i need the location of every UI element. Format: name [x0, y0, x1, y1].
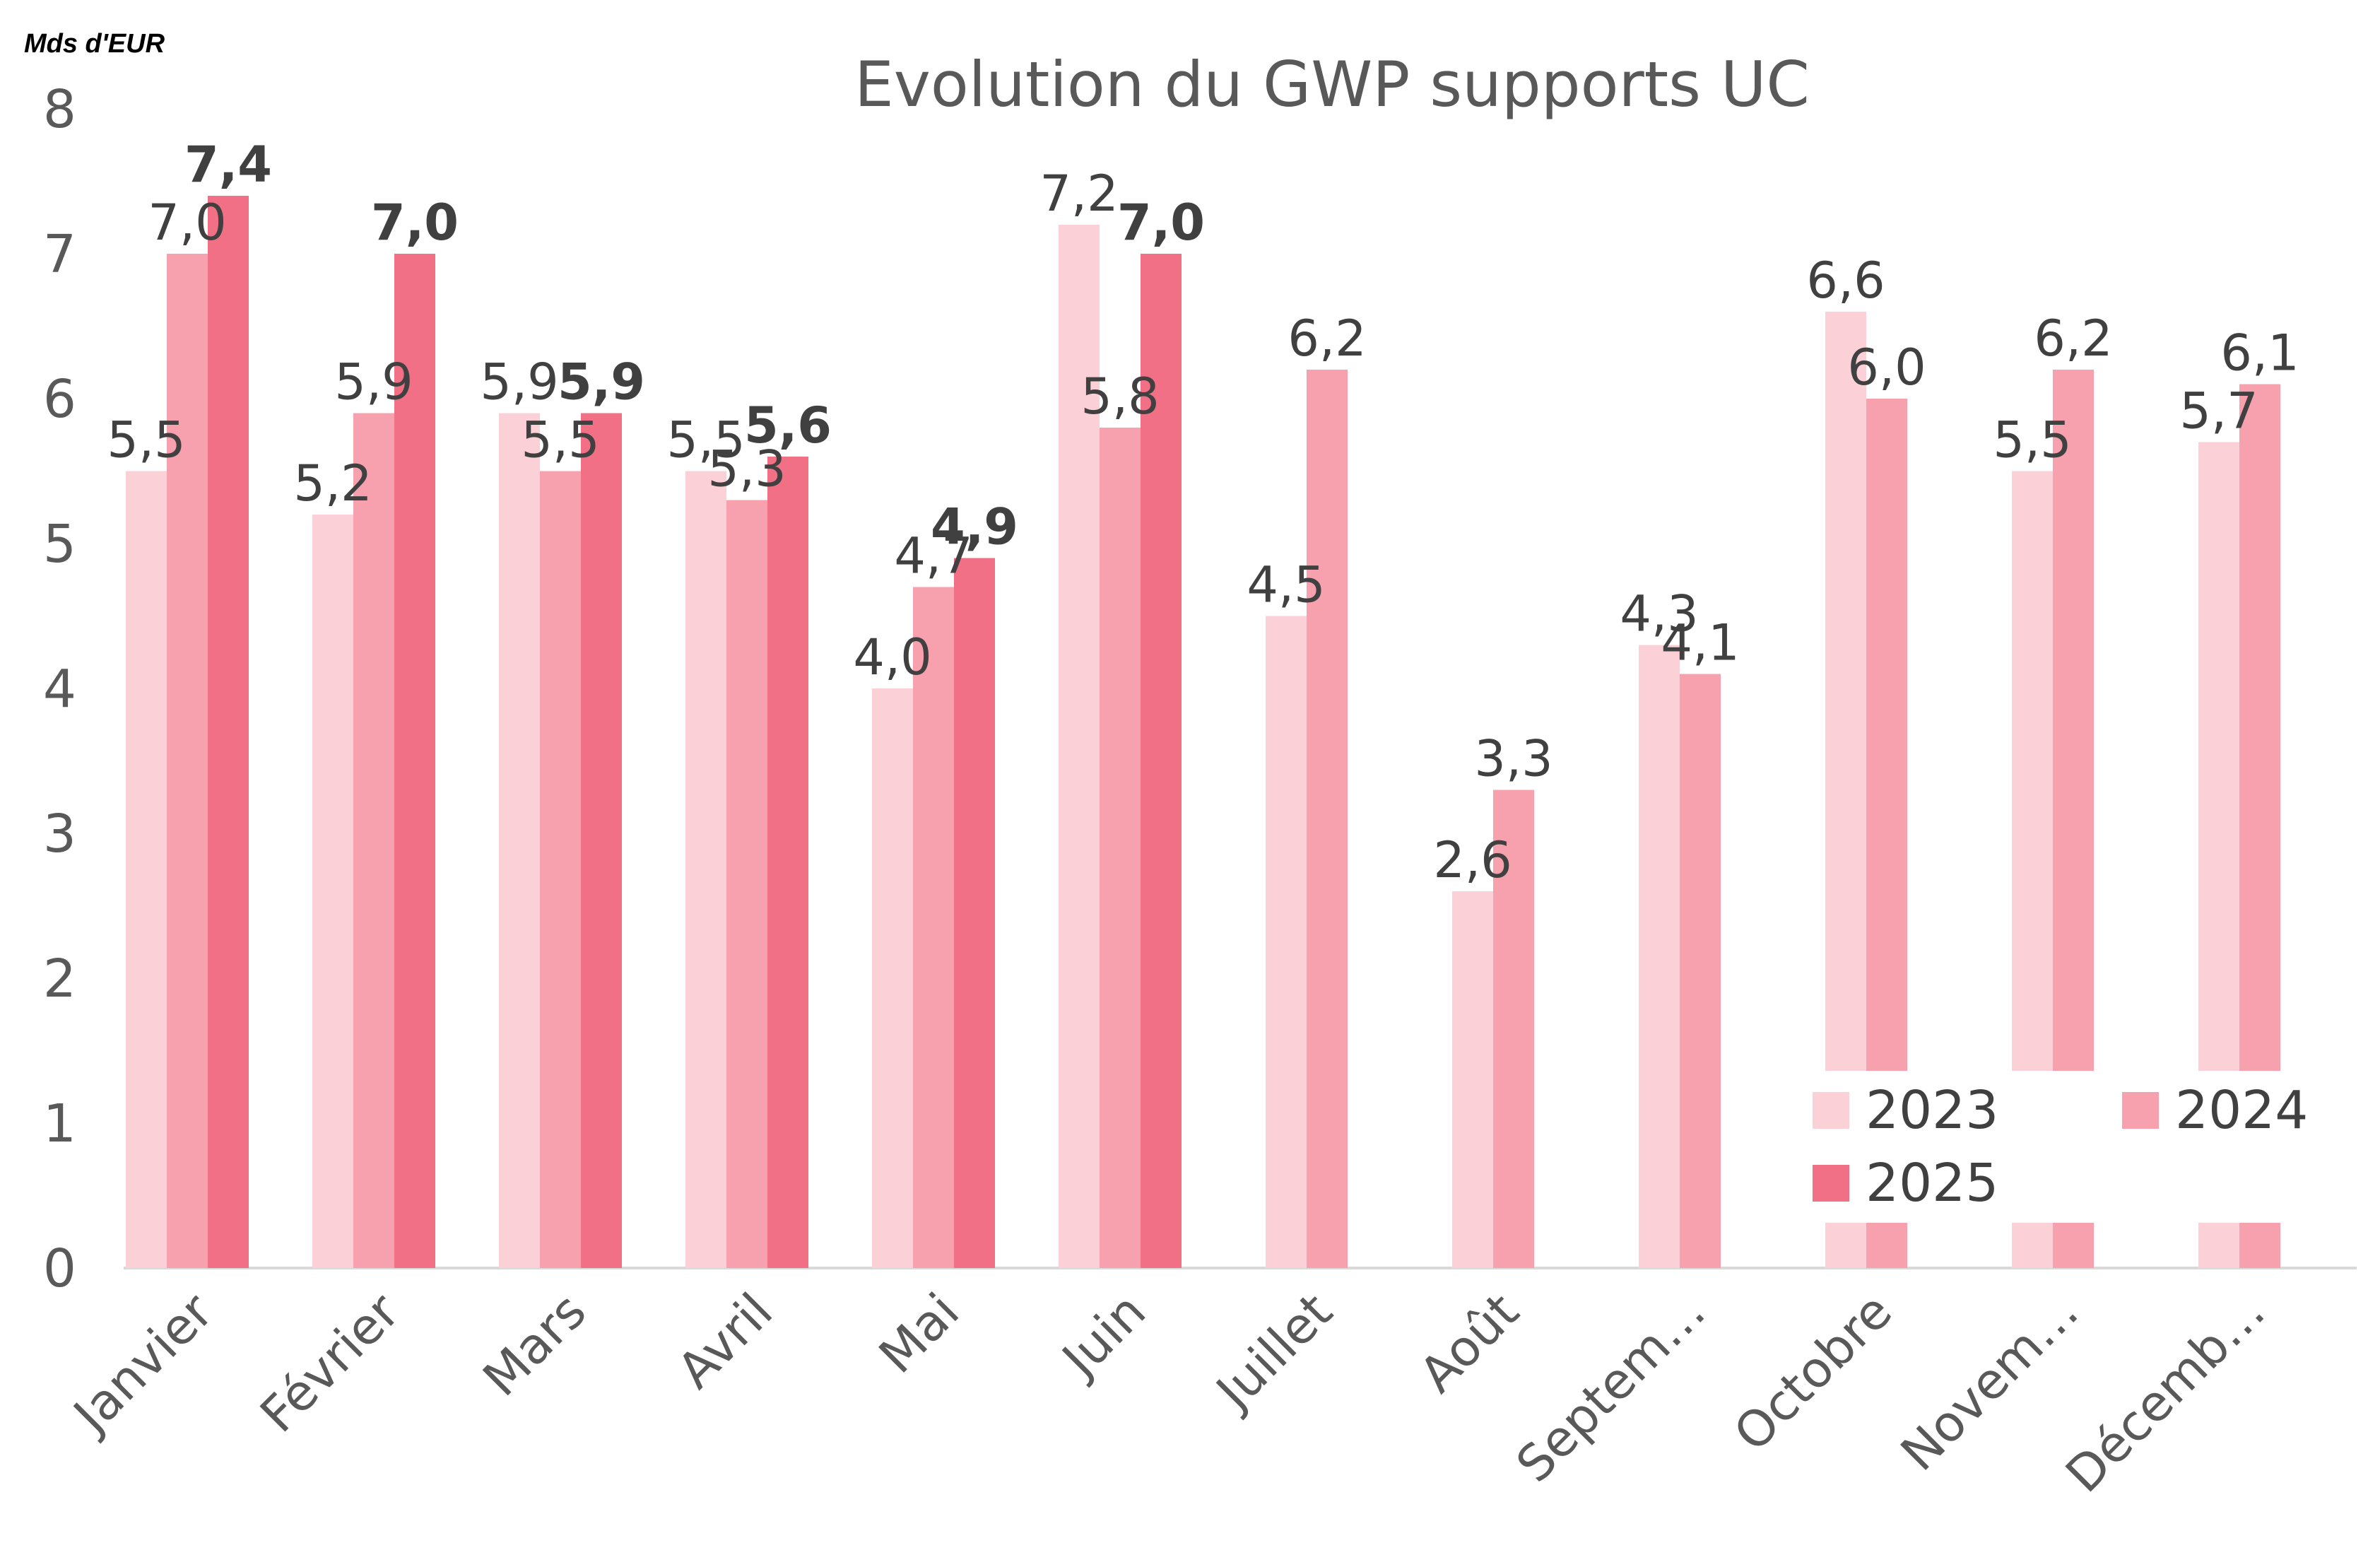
- bar-2025: [394, 254, 435, 1268]
- legend: 2023 2024 2025: [1781, 1071, 2325, 1223]
- data-label-2024: 6,0: [1847, 339, 1926, 397]
- unit-label: Mds d'EUR: [24, 29, 165, 59]
- y-tick-label: 8: [43, 79, 76, 140]
- bar-2023: [312, 515, 353, 1268]
- data-label-2025: 7,0: [1117, 194, 1205, 252]
- y-tick-label: 2: [43, 949, 76, 1009]
- y-tick-label: 0: [43, 1238, 76, 1299]
- y-tick-label: 7: [43, 224, 76, 285]
- bar-2023: [1639, 645, 1680, 1268]
- bar-2024: [1493, 790, 1534, 1268]
- data-label-2023: 7,2: [1039, 165, 1118, 223]
- data-label-2023: 5,5: [1993, 411, 2071, 469]
- data-label-2024: 5,8: [1080, 368, 1159, 426]
- x-tick-label: Mars: [472, 1282, 597, 1407]
- data-label-2023: 5,5: [107, 411, 185, 469]
- bar-2024: [1307, 370, 1348, 1268]
- legend-background: [1781, 1071, 2325, 1223]
- x-tick-label: Septem…: [1505, 1282, 1716, 1494]
- data-label-2023: 5,7: [2179, 382, 2258, 440]
- bar-2025: [581, 413, 622, 1268]
- x-tick-label: Novem…: [1890, 1282, 2090, 1482]
- x-tick-label: Août: [1408, 1282, 1530, 1404]
- bar-2024: [913, 587, 954, 1268]
- legend-label-2024: 2024: [2175, 1080, 2308, 1141]
- data-label-2023: 4,5: [1247, 556, 1325, 614]
- legend-label-2023: 2023: [1866, 1080, 1998, 1141]
- bar-2023: [685, 471, 726, 1268]
- data-label-2023: 2,6: [1433, 831, 1512, 889]
- data-label-2025: 5,6: [744, 397, 832, 454]
- legend-swatch-2025: [1813, 1165, 1849, 1202]
- bar-2024: [353, 413, 394, 1268]
- y-axis: 0 1 2 3 4 5 6 7 8: [43, 79, 76, 1299]
- bar-2023: [1266, 616, 1307, 1268]
- bar-2025: [767, 457, 808, 1268]
- bar-2024: [1100, 428, 1141, 1268]
- data-label-2025: 5,9: [558, 353, 645, 411]
- bar-2025: [208, 196, 249, 1268]
- data-label-2024: 4,7: [894, 527, 972, 585]
- data-label-2025: 7,0: [371, 194, 459, 252]
- data-label-2023: 5,2: [293, 454, 372, 512]
- x-tick-label: Juin: [1049, 1282, 1157, 1390]
- legend-swatch-2023: [1813, 1092, 1849, 1129]
- y-tick-label: 3: [43, 804, 76, 864]
- x-tick-label: Juillet: [1203, 1282, 1343, 1422]
- bar-2023: [499, 413, 540, 1268]
- bar-2023: [1452, 891, 1493, 1268]
- bar-2024: [540, 471, 581, 1268]
- data-labels: 5,57,07,45,25,97,05,95,55,95,55,35,64,04…: [107, 136, 2299, 889]
- bar-2025: [1141, 254, 1182, 1268]
- bar-2024: [1680, 674, 1721, 1268]
- x-tick-label: Mai: [868, 1282, 970, 1385]
- data-label-2024: 6,2: [2034, 310, 2112, 368]
- data-label-2024: 6,2: [1288, 310, 1366, 368]
- x-tick-label: Janvier: [61, 1282, 224, 1445]
- chart-title: Evolution du GWP supports UC: [854, 48, 1810, 121]
- data-label-2025: 7,4: [184, 136, 272, 194]
- data-label-2024: 5,5: [521, 411, 599, 469]
- x-tick-label: Décemb…: [2055, 1282, 2276, 1503]
- y-tick-label: 4: [43, 659, 76, 720]
- data-label-2023: 4,3: [1620, 585, 1698, 643]
- x-tick-label: Avril: [666, 1282, 784, 1400]
- bar-2024: [726, 500, 767, 1268]
- data-label-2024: 3,3: [1474, 730, 1553, 788]
- y-tick-label: 1: [43, 1093, 76, 1154]
- data-label-2023: 6,6: [1806, 252, 1885, 310]
- data-label-2023: 5,9: [480, 353, 558, 411]
- data-label-2024: 4,1: [1661, 614, 1739, 672]
- y-tick-label: 5: [43, 514, 76, 575]
- data-label-2024: 5,9: [334, 353, 413, 411]
- bar-2023: [1059, 225, 1100, 1268]
- y-tick-label: 6: [43, 369, 76, 430]
- bar-2023: [126, 471, 167, 1268]
- x-axis: Janvier Février Mars Avril Mai Juin Juillet Aoû…: [61, 1267, 2357, 1503]
- x-tick-label: Octobre: [1723, 1282, 1903, 1462]
- data-label-2024: 6,1: [2220, 324, 2299, 382]
- x-tick-label: Février: [249, 1282, 411, 1444]
- bar-2023: [872, 688, 913, 1268]
- data-label-2023: 5,5: [666, 411, 745, 469]
- bar-2024: [167, 254, 208, 1268]
- data-label-2023: 4,0: [853, 628, 931, 686]
- bar-2025: [954, 558, 995, 1268]
- data-label-2024: 7,0: [148, 194, 226, 252]
- data-label-2024: 5,3: [707, 440, 786, 498]
- data-label-2025: 4,9: [931, 498, 1018, 556]
- bars: [126, 196, 2280, 1268]
- legend-swatch-2024: [2122, 1092, 2159, 1129]
- legend-label-2025: 2025: [1866, 1153, 1998, 1214]
